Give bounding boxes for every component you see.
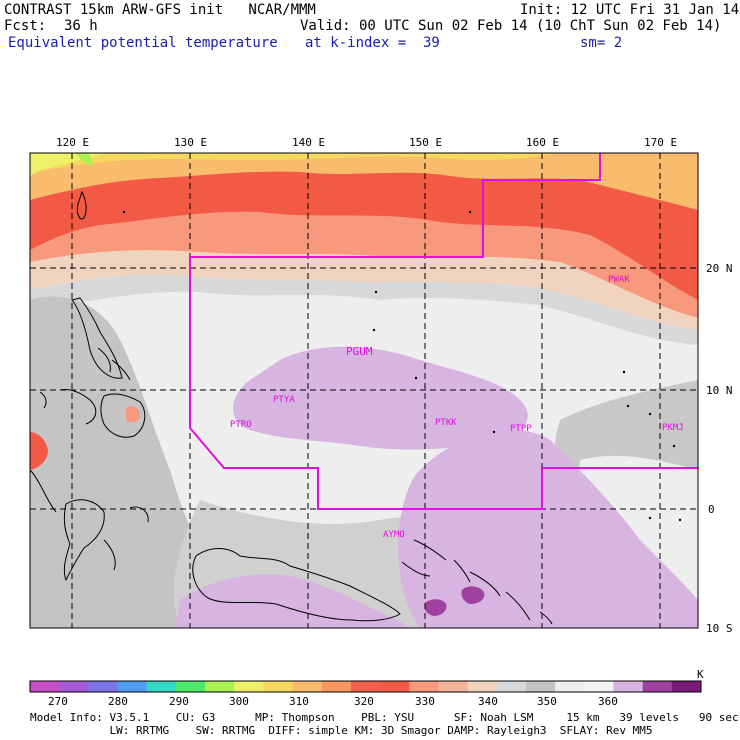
lat-label-10s: 10 S <box>706 622 733 635</box>
lat-label-equator: 0 <box>708 503 715 516</box>
theta-e-band-310 <box>30 153 560 172</box>
colorbar-tick-290: 290 <box>169 695 189 708</box>
theta-e-warm-spot-west <box>30 432 48 470</box>
level-label: at k-index = 39 <box>305 35 440 51</box>
model-info-line-1: Model Info: V3.5.1 CU: G3 MP: Thompson P… <box>30 711 739 724</box>
lon-label-120e: 120 E <box>56 136 90 149</box>
colorbar-tick-270: 270 <box>48 695 68 708</box>
colorbar-swatch <box>292 681 323 692</box>
init-time: Init: 12 UTC Fri 31 Jan 14 <box>520 2 740 18</box>
station-pgum: PGUM <box>346 345 373 358</box>
theta-e-lavender-central <box>233 346 528 450</box>
lat-label-10n: 10 N <box>706 384 733 397</box>
station-pkmj: PKMJ <box>662 423 684 433</box>
colorbar-swatch <box>555 681 585 692</box>
colorbar-tick-300: 300 <box>229 695 249 708</box>
colorbar <box>30 681 702 692</box>
colorbar-swatch <box>175 681 206 692</box>
colorbar-tick-340: 340 <box>478 695 498 708</box>
forecast-label: Fcst: <box>4 18 47 34</box>
theta-e-grey-west <box>30 296 300 628</box>
colorbar-swatch <box>380 681 410 692</box>
station-ptpp: PTPP <box>510 424 532 434</box>
colorbar-swatch <box>146 681 177 692</box>
theta-e-lavender-south <box>175 574 410 628</box>
model-title: CONTRAST 15km ARW-GFS init NCAR/MMM <box>4 2 316 18</box>
colorbar-swatch <box>30 681 60 692</box>
colorbar-tick-280: 280 <box>108 695 128 708</box>
valid-time: Valid: 00 UTC Sun 02 Feb 14 (10 ChT Sun … <box>300 18 722 34</box>
station-ptkk: PTKK <box>435 418 457 428</box>
colorbar-swatch <box>234 681 264 692</box>
lat-label-20n: 20 N <box>706 262 733 275</box>
coastlines <box>30 190 553 625</box>
model-info-line-2: LW: RRTMG SW: RRTMG DIFF: simple KM: 3D … <box>30 724 653 737</box>
field-name: Equivalent potential temperature <box>8 35 278 51</box>
lon-label-170e: 170 E <box>644 136 678 149</box>
colorbar-tick-310: 310 <box>289 695 309 708</box>
lon-label-160e: 160 E <box>526 136 560 149</box>
colorbar-swatch <box>438 681 469 692</box>
colorbar-swatch <box>409 681 439 692</box>
station-ptro: PTRO <box>230 420 252 430</box>
colorbar-swatch <box>59 681 89 692</box>
colorbar-swatch <box>584 681 614 692</box>
station-ptya: PTYA <box>273 395 295 405</box>
map-frame <box>29 152 699 629</box>
colorbar-tick-360: 360 <box>598 695 618 708</box>
colorbar-swatch <box>496 681 527 692</box>
colorbar-swatch <box>88 681 119 692</box>
theta-e-warm-spot-mindanao <box>126 406 140 423</box>
colorbar-swatch <box>613 681 644 692</box>
colorbar-tick-350: 350 <box>537 695 557 708</box>
colorbar-swatch <box>350 681 381 692</box>
lon-label-150e: 150 E <box>409 136 443 149</box>
theta-e-band-330 <box>30 153 698 300</box>
station-pwak: PWAK <box>608 275 630 285</box>
colorbar-swatch <box>467 681 498 692</box>
theta-e-purple-spot-1 <box>424 599 447 616</box>
region-boundary <box>189 153 698 510</box>
colorbar-unit: K <box>697 668 704 681</box>
colorbar-swatch <box>642 681 673 692</box>
station-aymo: AYMO <box>383 530 405 540</box>
colorbar-tick-320: 320 <box>354 695 374 708</box>
colorbar-swatch <box>525 681 556 692</box>
theta-e-lavender-southeast <box>398 430 698 628</box>
lon-label-140e: 140 E <box>292 136 326 149</box>
lon-label-130e: 130 E <box>174 136 208 149</box>
colorbar-swatch <box>117 681 148 692</box>
colorbar-frame <box>29 680 702 693</box>
theta-e-purple-spot-2 <box>461 586 485 604</box>
forecast-hour: 36 h <box>64 18 98 34</box>
smoothing-label: sm= 2 <box>580 35 623 51</box>
theta-e-band-300 <box>76 153 93 166</box>
theta-e-band-305 <box>30 153 110 176</box>
theta-e-band-320 <box>30 153 698 210</box>
colorbar-tick-330: 330 <box>415 695 435 708</box>
theta-e-light-east <box>579 455 698 600</box>
islands <box>122 210 682 522</box>
colorbar-swatch <box>263 681 294 692</box>
colorbar-swatch <box>205 681 235 692</box>
colorbar-swatch <box>321 681 352 692</box>
colorbar-swatch <box>671 681 702 692</box>
